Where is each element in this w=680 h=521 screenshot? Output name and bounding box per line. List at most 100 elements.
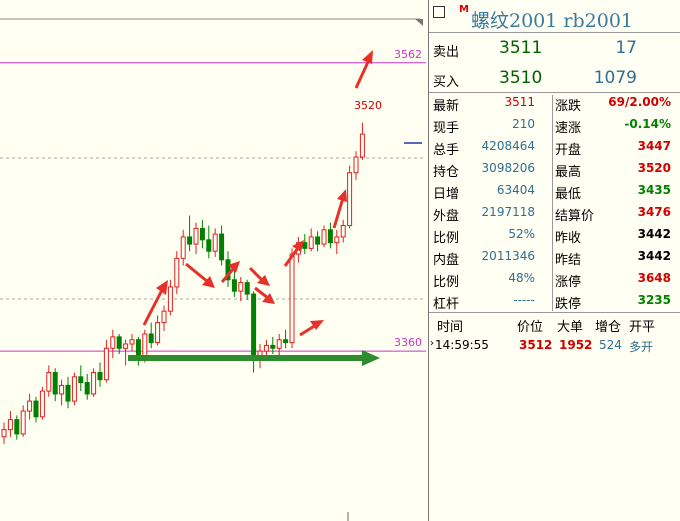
level-label: 3360	[394, 336, 422, 349]
candle-body	[263, 344, 269, 352]
arrow	[254, 286, 269, 300]
candle-body	[334, 236, 340, 244]
arrow	[283, 247, 300, 267]
stat-value: 210	[512, 117, 535, 131]
stat-value: 3235	[637, 293, 671, 307]
trade-header: 时间	[437, 320, 464, 335]
trade-header: 价位	[517, 320, 544, 335]
quote-panel: M 螺纹2001 rb2001 卖出 3511 17 买入 3510 1079 最新 351…	[428, 0, 680, 521]
candle-body	[123, 343, 129, 349]
stat-label: 总手	[433, 143, 460, 158]
stat-value: 2197118	[481, 205, 535, 219]
stat-value: 63404	[496, 183, 535, 197]
arrow-head	[156, 280, 168, 295]
book-volume: 17	[615, 38, 637, 58]
stat-label: 杠杆	[433, 297, 460, 312]
stat-value: 69/2.00%	[608, 95, 671, 109]
candle-body	[39, 390, 45, 418]
stat-label: 涨跌	[555, 99, 582, 114]
candle-body	[103, 347, 109, 381]
candle-body	[225, 259, 231, 281]
arrow-head	[362, 350, 380, 366]
arrow	[185, 262, 209, 284]
candle-body	[340, 225, 346, 238]
candle-body	[180, 236, 186, 259]
candle-body	[155, 322, 161, 344]
stat-value: 3511	[504, 95, 535, 109]
candle-body	[187, 236, 193, 245]
stat-value: -0.14%	[624, 117, 671, 131]
stat-label: 速涨	[555, 121, 582, 136]
chart: 3562 3360 3520	[0, 18, 426, 521]
candle-body	[302, 242, 308, 249]
stat-label: 持仓	[433, 165, 460, 180]
icon	[433, 6, 445, 18]
stat-value: -----	[513, 293, 535, 307]
stat-value: 3442	[637, 227, 671, 241]
candle-body	[148, 333, 154, 344]
arrow-head	[362, 50, 373, 64]
candle-body	[251, 293, 257, 359]
candle-body	[116, 336, 122, 349]
candle-body	[315, 236, 321, 245]
candle-body	[270, 344, 276, 349]
stat-label: 比例	[433, 275, 460, 290]
candle-body	[65, 384, 71, 402]
candle-body	[283, 339, 289, 344]
book-label: 买入	[433, 75, 460, 90]
arrow-head	[337, 189, 347, 202]
arrow	[299, 323, 317, 337]
candle-body	[308, 236, 314, 249]
stat-label: 外盘	[433, 209, 460, 224]
candle-body	[276, 339, 282, 349]
candle-body	[1, 429, 7, 438]
badge: M	[459, 4, 469, 15]
candle-body	[91, 372, 97, 395]
arrow-head	[262, 293, 275, 304]
arrow-head	[202, 276, 215, 288]
divider	[429, 32, 680, 33]
stat-value: 3098206	[481, 161, 535, 175]
stat-label: 昨结	[555, 253, 582, 268]
trade-cell: 1952	[559, 338, 593, 352]
candle-body	[59, 384, 65, 395]
candle-body	[129, 339, 135, 345]
candle-body	[353, 156, 359, 174]
arrow-head	[257, 275, 270, 286]
candle-body	[71, 376, 77, 402]
candle-body	[359, 133, 365, 158]
stat-value: 3520	[637, 161, 671, 175]
arrow	[220, 267, 236, 283]
stat-value: 4208464	[481, 139, 535, 153]
candle-body	[14, 419, 20, 435]
stat-label: 最低	[555, 187, 582, 202]
candle-body	[219, 233, 225, 261]
high-label: 3520	[354, 99, 382, 112]
stat-label: 日增	[433, 187, 460, 202]
candle-body	[238, 282, 244, 292]
arrow-head	[228, 261, 240, 273]
stat-label: 最高	[555, 165, 582, 180]
stat-label: 开盘	[555, 143, 582, 158]
candle-body	[199, 227, 205, 241]
stat-value: 48%	[508, 271, 535, 285]
candle-body	[84, 382, 90, 395]
candle-body	[20, 410, 26, 435]
book-label: 卖出	[433, 45, 460, 60]
candle-body	[97, 372, 103, 381]
arrow-head	[310, 320, 324, 330]
arrow	[354, 61, 370, 89]
candle-body	[52, 372, 58, 395]
book-price: 3511	[499, 38, 543, 58]
divider	[429, 312, 680, 313]
arrow	[142, 289, 164, 326]
candle-body	[174, 257, 180, 288]
stat-label: 最新	[433, 99, 460, 114]
arrow	[248, 266, 264, 282]
stat-value: 2011346	[481, 249, 535, 263]
contract-title: 螺纹2001 rb2001	[471, 10, 633, 32]
stat-value: 3648	[637, 271, 671, 285]
candle-body	[33, 400, 39, 418]
trade-cell: 14:59:55	[435, 338, 489, 352]
